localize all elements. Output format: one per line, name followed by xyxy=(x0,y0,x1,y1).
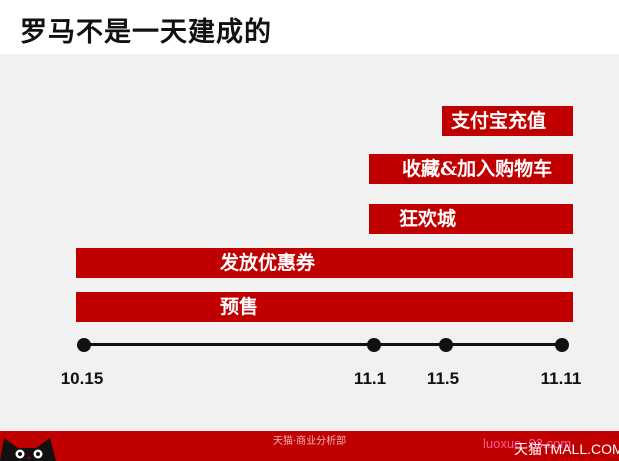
slide-title: 罗马不是一天建成的 xyxy=(20,17,272,48)
footer-bar xyxy=(0,431,619,461)
bar-carnival-city: 狂欢城 xyxy=(369,204,573,234)
footer-department-text: 天猫·商业分析部 xyxy=(273,436,347,447)
timeline-axis xyxy=(84,343,562,346)
timeline-dot xyxy=(367,338,381,352)
bar-alipay-topup: 支付宝充值 xyxy=(442,106,573,136)
bar-presale: 预售 xyxy=(76,292,573,322)
timeline-dot xyxy=(439,338,453,352)
bar-favorite-add-cart: 收藏&加入购物车 xyxy=(369,154,573,184)
bar-label: 发放优惠券 xyxy=(220,252,316,274)
tmall-brand-text: 天猫TMALL.COM xyxy=(514,441,619,457)
bar-label: 预售 xyxy=(220,296,259,318)
bar-label: 狂欢城 xyxy=(399,208,457,230)
bar-issue-coupons: 发放优惠券 xyxy=(76,248,573,278)
timeline-date-label: 10.15 xyxy=(60,369,104,388)
timeline-date-label: 11.1 xyxy=(353,369,387,388)
tmall-cat-logo-icon xyxy=(0,438,56,461)
bar-label: 收藏&加入购物车 xyxy=(402,158,553,180)
timeline-date-label: 11.11 xyxy=(540,369,582,388)
watermark-text: luoxue .23.com xyxy=(483,436,572,451)
timeline-date-label: 11.5 xyxy=(426,369,460,388)
bar-label: 支付宝充值 xyxy=(451,110,547,132)
timeline-dot xyxy=(77,338,91,352)
timeline-dot xyxy=(555,338,569,352)
